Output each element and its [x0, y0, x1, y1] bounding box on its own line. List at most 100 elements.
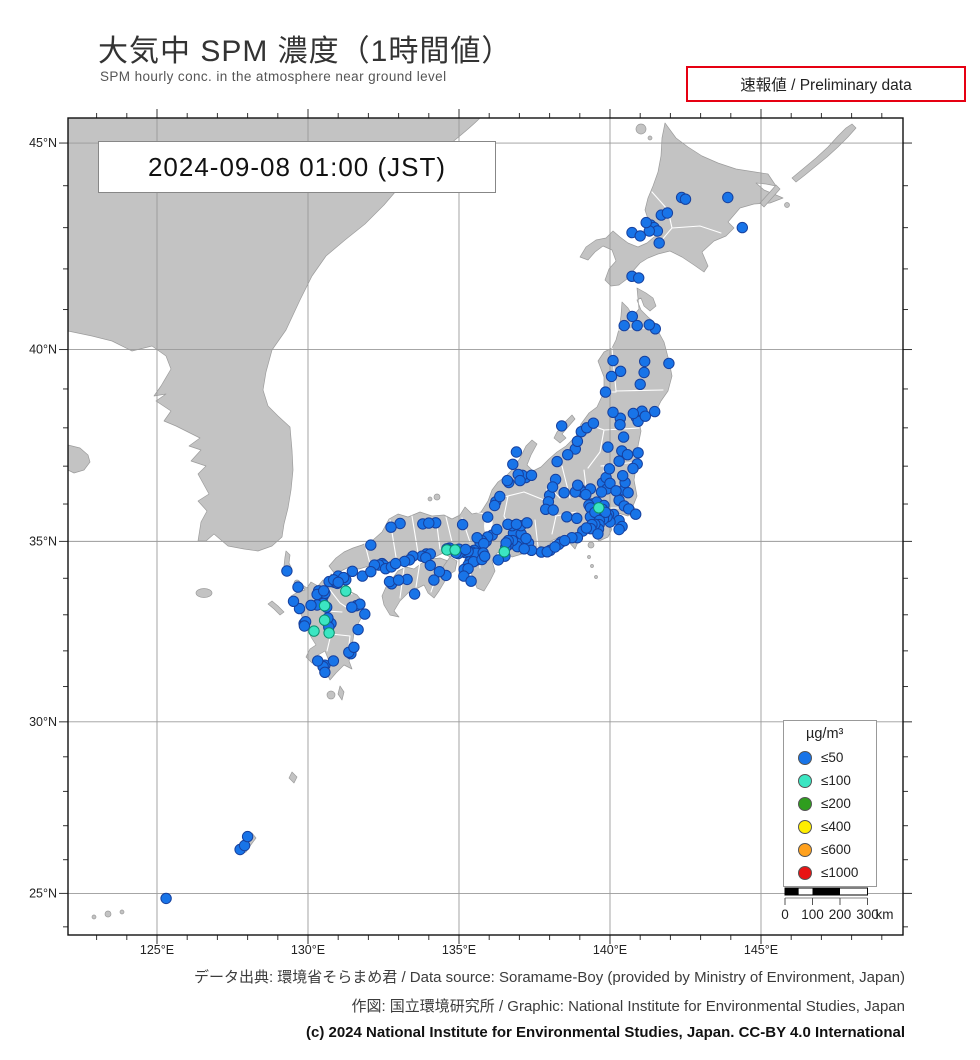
station-dot	[305, 599, 317, 611]
legend-unit-label: µg/m³	[806, 726, 844, 742]
map-frame	[67, 117, 904, 936]
station-dot	[281, 565, 293, 577]
axis-labels: 125°E 130°E 135°E 140°E 145°E 25°N 30°N 35°N 40°…	[29, 136, 778, 957]
scalebar-segment	[785, 888, 799, 895]
station-dot	[365, 566, 377, 578]
station-dot	[408, 588, 421, 600]
scalebar-tick-label: 300	[856, 907, 879, 922]
legend-swatch-le600-icon	[798, 842, 812, 857]
island-rebun	[647, 135, 653, 141]
station-dot	[319, 666, 331, 678]
station-dot	[630, 508, 642, 520]
legend-label: ≤600	[821, 842, 851, 857]
island-izu-4	[594, 575, 598, 579]
station-dot	[653, 237, 665, 249]
legend-label: ≤200	[821, 796, 851, 811]
station-dot	[498, 546, 510, 558]
legend-swatch-le400-icon	[798, 819, 812, 834]
station-dot	[332, 576, 344, 588]
station-dot	[491, 523, 503, 536]
station-dot	[587, 417, 600, 429]
station-dot	[572, 479, 584, 491]
landmass-shandong	[67, 444, 91, 474]
station-dot	[346, 601, 358, 613]
lat-tick-label: 25°N	[29, 886, 57, 900]
axis-ticks	[59, 109, 912, 944]
island-rishiri	[635, 123, 647, 135]
station-dot	[340, 585, 352, 597]
station-dot	[639, 410, 651, 422]
station-dot	[482, 511, 494, 523]
station-dot	[546, 481, 559, 493]
station-dot	[385, 521, 397, 533]
station-dot	[602, 441, 614, 453]
lat-tick-label: 40°N	[29, 343, 57, 357]
island-izu-2	[587, 555, 591, 559]
station-dot	[352, 623, 364, 636]
station-dot	[465, 575, 477, 587]
island-kunashiri	[759, 184, 781, 208]
scalebar-segment	[812, 888, 840, 895]
station-dot	[622, 487, 634, 499]
legend-swatch-le1000-icon	[798, 865, 812, 880]
island-shikotan	[784, 202, 790, 208]
island-izu-3	[590, 564, 594, 568]
preliminary-data-badge: 速報値 / Preliminary data	[686, 66, 966, 102]
station-dot	[626, 310, 638, 323]
station-dot	[604, 477, 616, 489]
footer-graphic-credit: 作図: 国立環境研究所 / Graphic: National Institut…	[351, 998, 905, 1015]
station-dot	[638, 366, 650, 379]
station-dot	[547, 504, 559, 516]
station-dot	[617, 431, 630, 443]
station-dot	[549, 541, 561, 553]
station-dot	[518, 543, 530, 555]
island-yaeyama-3	[119, 909, 125, 915]
station-dot	[571, 512, 583, 524]
island-izu-oshima	[587, 541, 595, 549]
legend-swatch-le50-icon	[798, 750, 812, 765]
station-dot	[627, 407, 639, 420]
station-dot	[348, 641, 360, 653]
station-dot	[613, 455, 625, 467]
station-dot	[433, 566, 446, 578]
station-dot	[488, 499, 501, 512]
station-dot	[298, 620, 311, 632]
scalebar-outline	[784, 887, 868, 896]
scalebar-tick-label: 0	[781, 907, 789, 922]
island-oki	[433, 493, 441, 501]
footer-data-source: データ出典: 環境省そらまめ君 / Data source: Soramame-…	[193, 969, 905, 986]
page-title: 大気中 SPM 濃度（1時間値）	[98, 35, 513, 68]
lat-tick-label: 45°N	[29, 136, 57, 150]
station-dot	[292, 581, 304, 593]
island-etorofu	[791, 123, 857, 183]
footer-copyright: (c) 2024 National Institute for Environm…	[305, 1024, 905, 1041]
station-dots-layer	[160, 191, 748, 905]
station-dot	[456, 518, 469, 531]
station-dot	[318, 585, 330, 597]
legend-row: ≤100	[798, 769, 876, 792]
station-dot	[614, 365, 627, 377]
station-dot	[318, 600, 331, 612]
station-dot	[580, 488, 592, 501]
station-dot	[514, 474, 526, 487]
station-dot	[423, 517, 435, 529]
station-dot	[323, 627, 335, 639]
station-dot	[632, 447, 644, 459]
station-dot	[663, 357, 675, 370]
legend-label: ≤50	[821, 750, 844, 765]
station-dot	[722, 191, 734, 204]
legend-label: ≤400	[821, 819, 851, 834]
station-dot	[618, 319, 630, 332]
station-dot	[551, 455, 563, 468]
station-dot	[308, 625, 320, 637]
station-dot	[479, 550, 491, 562]
station-dot	[607, 354, 619, 367]
station-dot	[593, 502, 605, 514]
legend-swatch-le100-icon	[798, 773, 812, 788]
legend-row: ≤50	[798, 746, 876, 769]
station-dot	[558, 487, 570, 499]
legend-row: ≤600	[798, 838, 876, 861]
scalebar-tick-label: 200	[829, 907, 852, 922]
island-yakushima	[326, 690, 336, 700]
